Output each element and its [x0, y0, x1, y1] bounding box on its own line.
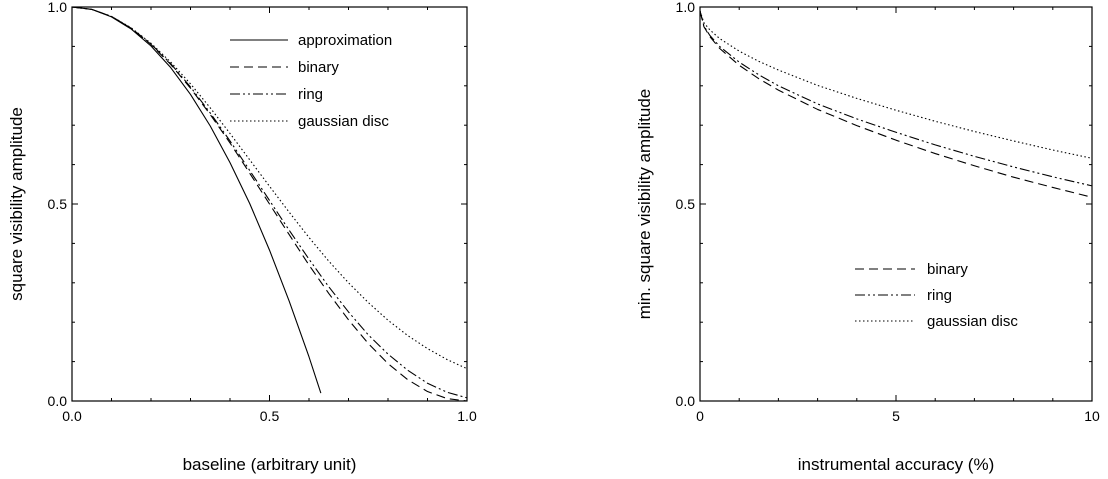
x-axis-label: instrumental accuracy (%): [798, 455, 995, 474]
x-tick-label: 10: [1084, 408, 1100, 424]
y-tick-label: 0.5: [48, 196, 68, 212]
x-tick-label: 5: [892, 408, 900, 424]
legend-label: ring: [298, 86, 323, 103]
series-lines: [700, 10, 1092, 198]
y-axis-label: square visibility amplitude: [7, 107, 26, 301]
y-tick-label: 1.0: [48, 0, 68, 15]
y-tick-label: 0.5: [676, 196, 696, 212]
series-line-approximation: [72, 7, 322, 394]
legend-label: binary: [927, 261, 968, 278]
x-tick-label: 0.5: [260, 408, 280, 424]
legend-label: binary: [298, 59, 339, 76]
legend: approximation binary ring gaussian disc: [230, 32, 392, 130]
series-line-binary: [700, 10, 1092, 198]
legend-label: gaussian disc: [298, 113, 389, 130]
legend: binary ring gaussian disc: [855, 261, 1018, 330]
series-line-gaussian-disc: [700, 10, 1092, 159]
legend-label: approximation: [298, 32, 392, 49]
series-line-gaussian-disc: [72, 7, 467, 370]
series-line-binary: [72, 7, 467, 401]
y-tick-label: 0.0: [48, 393, 68, 409]
y-axis-label: min. square visibility amplitude: [635, 89, 654, 320]
plot-frame: [699, 6, 1093, 402]
x-tick-label: 0: [696, 408, 704, 424]
series-lines: [72, 7, 467, 401]
series-line-ring: [72, 7, 467, 399]
series-line-ring: [700, 10, 1092, 187]
chart-panel-1: 0.0 0.5 1.0 0.0 0.5 1.0 baseline (arbitrary un…: [7, 0, 477, 474]
x-axis-label: baseline (arbitrary unit): [183, 455, 357, 474]
y-tick-label: 1.0: [676, 0, 696, 15]
legend-label: ring: [927, 287, 952, 304]
x-tick-label: 0.0: [62, 408, 82, 424]
x-tick-label: 1.0: [457, 408, 477, 424]
legend-label: gaussian disc: [927, 313, 1018, 330]
y-tick-label: 0.0: [676, 393, 696, 409]
chart-panel-2: 0 5 10 0.0 0.5 1.0 instrumental accuracy (%) mi…: [635, 0, 1100, 474]
